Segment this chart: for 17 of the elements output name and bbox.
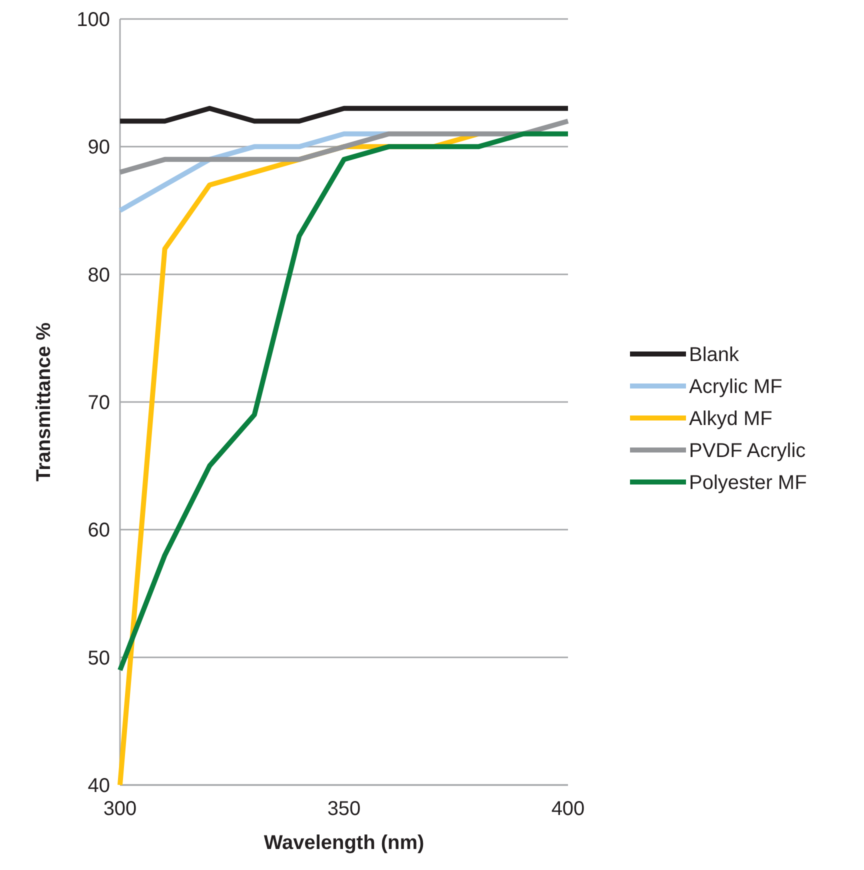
y-tick-label: 60 xyxy=(88,520,110,542)
y-tick-label: 70 xyxy=(88,392,110,414)
y-tick-label: 50 xyxy=(88,647,110,670)
x-tick-label: 300 xyxy=(103,798,137,820)
legend-label: Blank xyxy=(689,344,740,366)
y-tick-label: 40 xyxy=(88,775,110,797)
y-tick-label: 90 xyxy=(88,136,110,159)
y-tick-label: 100 xyxy=(76,9,110,31)
x-axis-title: Wavelength (nm) xyxy=(264,832,424,854)
legend-label: Alkyd MF xyxy=(689,408,772,430)
x-tick-label: 400 xyxy=(551,798,585,820)
legend-label: PVDF Acrylic xyxy=(689,440,806,462)
legend-label: Polyester MF xyxy=(689,472,807,494)
x-tick-label: 350 xyxy=(327,798,361,820)
legend-label: Acrylic MF xyxy=(689,376,782,398)
y-axis-title: Transmittance % xyxy=(33,322,55,482)
y-tick-label: 80 xyxy=(88,264,110,286)
